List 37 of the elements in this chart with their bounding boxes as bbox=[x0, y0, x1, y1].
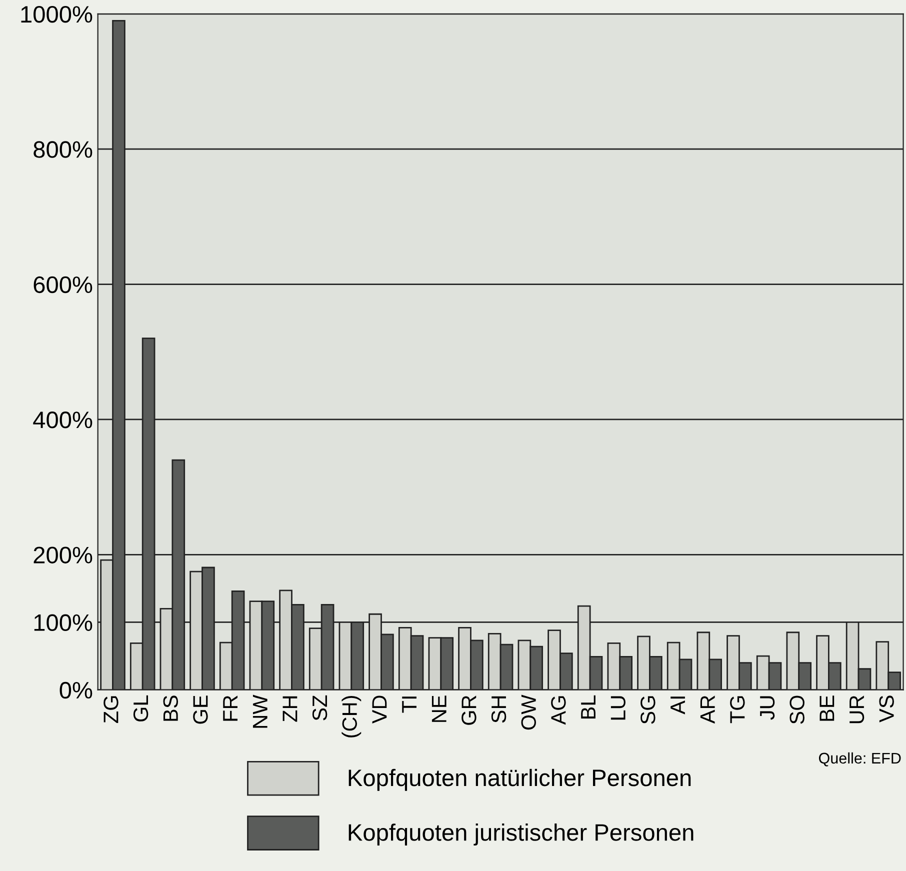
x-tick-label: TG bbox=[730, 696, 745, 724]
x-tick-label: GR bbox=[462, 696, 476, 725]
y-tick-label: 400% bbox=[33, 412, 92, 428]
x-tick-label: SZ bbox=[312, 695, 328, 720]
x-tick-label: ZH bbox=[282, 696, 298, 722]
x-tick-label: BE bbox=[820, 696, 834, 721]
x-tick-label: ZG bbox=[104, 696, 118, 723]
y-tick-label: 800% bbox=[34, 141, 92, 158]
x-tick-label: SG bbox=[640, 696, 656, 724]
x-tick-label: GE bbox=[193, 696, 208, 724]
y-tick-label: 200% bbox=[34, 546, 92, 564]
x-tick-label: BS bbox=[163, 696, 178, 721]
x-tick-label: GL bbox=[133, 695, 148, 722]
x-tick-label: AR bbox=[700, 696, 715, 724]
x-tick-label: LU bbox=[610, 696, 626, 720]
x-tick-label: TI bbox=[402, 696, 416, 713]
x-tick-label: FR bbox=[223, 696, 238, 721]
legend-label: Kopfquoten natürlicher Personen bbox=[348, 768, 691, 791]
x-tick-label: UR bbox=[850, 696, 864, 724]
x-tick-label: VS bbox=[879, 696, 894, 722]
x-tick-label: JU bbox=[760, 696, 775, 720]
x-tick-label: NE bbox=[432, 696, 446, 722]
y-tick-label: 100% bbox=[34, 614, 92, 632]
y-tick-label: 1000% bbox=[21, 6, 92, 23]
y-tick-label: 0% bbox=[60, 682, 92, 699]
x-tick-label: BL bbox=[581, 695, 596, 718]
x-tick-label: AI bbox=[670, 696, 685, 714]
x-tick-label: (CH) bbox=[342, 696, 362, 738]
y-tick-label: 600% bbox=[34, 276, 92, 294]
legend-label: Kopfquoten juristischer Personen bbox=[348, 824, 694, 846]
x-tick-label: AG bbox=[551, 696, 566, 725]
x-tick-label: NW bbox=[252, 694, 268, 728]
source-note: Quelle: EFD bbox=[818, 752, 901, 766]
x-tick-label: OW bbox=[521, 694, 536, 730]
x-tick-label: VD bbox=[372, 696, 387, 724]
x-tick-label: SH bbox=[491, 696, 506, 723]
x-tick-label: SO bbox=[790, 696, 804, 724]
